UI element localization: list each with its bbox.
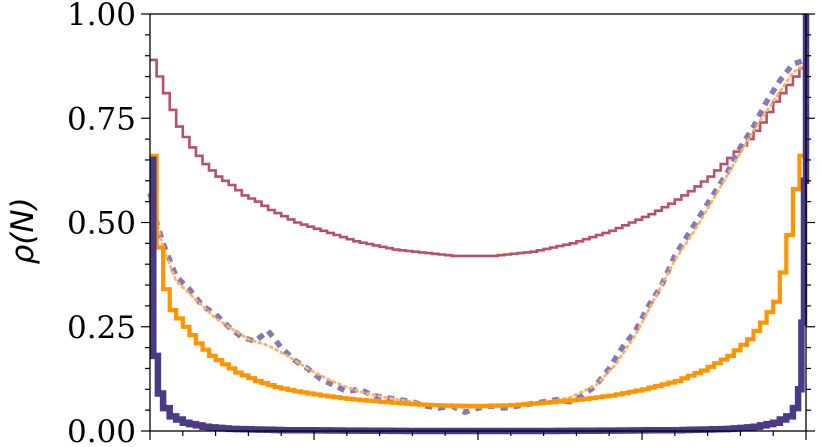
- axes-layer: [141, 13, 815, 440]
- y-tick-label: 0.25: [67, 310, 136, 346]
- y-tick-label: 1.00: [67, 0, 136, 33]
- series-line-3: [147, 57, 807, 416]
- series-layer: [147, 14, 810, 435]
- series-line-1: [150, 153, 806, 409]
- series-line-4: [148, 62, 808, 410]
- y-tick-label: 0.00: [67, 414, 136, 447]
- series-line-0: [150, 58, 808, 258]
- y-axis-label: ρ(N): [5, 197, 41, 264]
- y-tick-label: 0.50: [67, 206, 136, 242]
- y-tick-label: 0.75: [67, 101, 136, 137]
- label-layer: ρ(N) 0.00 0.25 0.50 0.75 1.00: [5, 0, 136, 447]
